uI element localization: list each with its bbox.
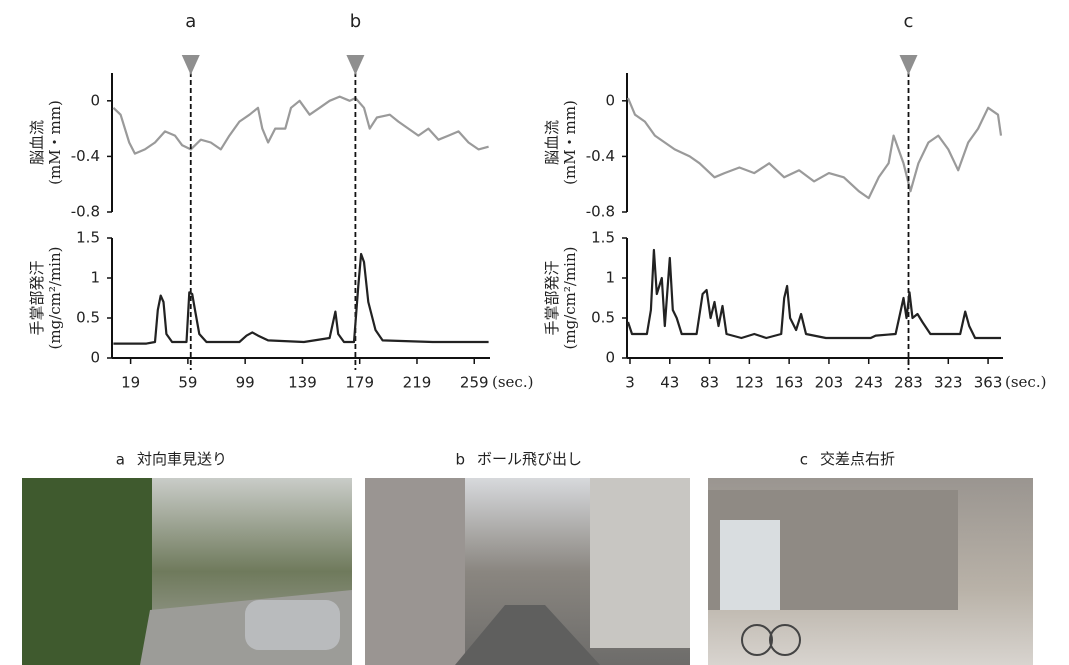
y-tick-label: 1 bbox=[605, 269, 615, 287]
event-marker-triangle bbox=[346, 55, 365, 75]
x-tick-label: 3 bbox=[625, 374, 635, 392]
event-marker-label: c bbox=[904, 11, 914, 32]
event-marker-triangle bbox=[899, 55, 918, 75]
x-tick-label: 363 bbox=[974, 374, 1003, 392]
event-marker-label: a bbox=[185, 11, 196, 32]
y-tick-label: 0 bbox=[90, 349, 100, 367]
y-tick-label: 1.5 bbox=[591, 229, 615, 247]
x-tick-label: 43 bbox=[660, 374, 679, 392]
x-tick-label: 59 bbox=[178, 374, 197, 392]
x-tick-label: 203 bbox=[815, 374, 844, 392]
photo-caption: 対向車見送り bbox=[137, 450, 227, 468]
x-tick-label: 323 bbox=[934, 374, 963, 392]
x-axis-label: (sec.) bbox=[1005, 373, 1046, 391]
x-tick-label: 19 bbox=[121, 374, 140, 392]
y-axis-label: (mg/cm²/min) bbox=[46, 247, 64, 350]
y-axis-label: (mM・mm) bbox=[46, 100, 64, 185]
x-tick-label: 219 bbox=[403, 374, 432, 392]
x-tick-label: 99 bbox=[236, 374, 255, 392]
data-line bbox=[112, 95, 489, 155]
x-tick-label: 83 bbox=[700, 374, 719, 392]
photo-label: b bbox=[455, 451, 465, 469]
photo-b bbox=[365, 478, 690, 665]
y-tick-label: 1 bbox=[90, 269, 100, 287]
x-tick-label: 139 bbox=[288, 374, 317, 392]
x-tick-label: 243 bbox=[854, 374, 883, 392]
photo-label: c bbox=[800, 451, 808, 469]
data-line bbox=[626, 97, 1003, 200]
y-axis-label: (mM・mm) bbox=[561, 100, 579, 185]
photo-a bbox=[22, 478, 352, 665]
y-axis-label: 脳血流 bbox=[28, 120, 46, 165]
x-axis-label: (sec.) bbox=[492, 373, 533, 391]
y-tick-label: 0.5 bbox=[76, 309, 100, 327]
data-line bbox=[626, 248, 1001, 340]
photo-caption: 交差点右折 bbox=[820, 450, 895, 468]
photo-label: a bbox=[116, 451, 125, 469]
y-tick-label: 0 bbox=[605, 91, 615, 109]
event-marker-label: b bbox=[350, 11, 361, 32]
event-marker-triangle bbox=[181, 55, 200, 75]
x-tick-label: 163 bbox=[775, 374, 804, 392]
data-line bbox=[113, 252, 489, 345]
y-tick-label: 0 bbox=[605, 349, 615, 367]
y-axis-label: (mg/cm²/min) bbox=[561, 247, 579, 350]
y-tick-label: 1.5 bbox=[76, 229, 100, 247]
y-tick-label: 0 bbox=[90, 91, 100, 109]
x-tick-label: 283 bbox=[894, 374, 923, 392]
photo-caption: ボール飛び出し bbox=[477, 450, 582, 468]
x-tick-label: 123 bbox=[735, 374, 764, 392]
y-tick-label: -0.8 bbox=[71, 203, 100, 221]
y-tick-label: 0.5 bbox=[591, 309, 615, 327]
y-tick-label: -0.4 bbox=[71, 147, 100, 165]
y-tick-label: -0.8 bbox=[586, 203, 615, 221]
x-tick-label: 179 bbox=[345, 374, 374, 392]
y-axis-label: 手掌部発汗 bbox=[28, 260, 46, 335]
x-tick-label: 259 bbox=[460, 374, 489, 392]
y-tick-label: -0.4 bbox=[586, 147, 615, 165]
y-axis-label: 脳血流 bbox=[543, 120, 561, 165]
y-axis-label: 手掌部発汗 bbox=[543, 260, 561, 335]
photo-c bbox=[708, 478, 1033, 665]
